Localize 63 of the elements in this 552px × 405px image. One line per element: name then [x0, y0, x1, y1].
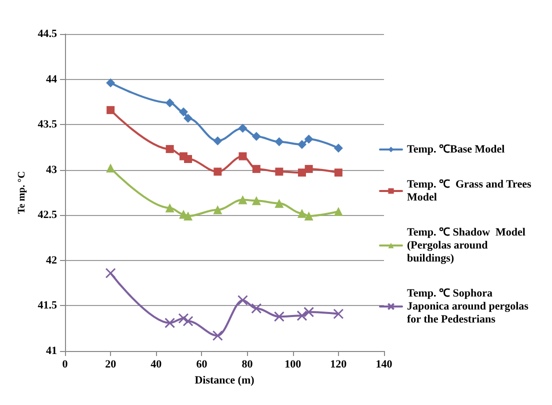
point [251, 303, 262, 314]
point [166, 145, 174, 154]
point [304, 134, 314, 144]
point [333, 308, 344, 320]
point [184, 114, 193, 123]
legend-label: Temp. ℃Base Model [407, 144, 505, 156]
y-axis-title: Te mp. °C [16, 171, 28, 214]
point [252, 164, 260, 173]
y-tick-label: 44 [46, 73, 58, 86]
point [297, 140, 306, 149]
point [296, 310, 308, 321]
point [105, 268, 116, 278]
point [182, 316, 194, 326]
y-tick-label: 44.5 [38, 28, 58, 40]
point [184, 212, 193, 221]
point [237, 295, 248, 306]
point [184, 154, 192, 163]
point [252, 132, 261, 141]
y-tick-label: 42.5 [38, 209, 58, 222]
legend-label: Temp. ℃ Grass and Trees Model [407, 178, 534, 204]
point [252, 196, 261, 206]
y-tick-label: 41.5 [38, 300, 58, 312]
point [238, 152, 247, 160]
point [334, 144, 343, 153]
point [238, 195, 248, 204]
point [304, 212, 314, 221]
x-tick-label: 120 [330, 358, 348, 370]
point [274, 198, 284, 208]
x-tick-label: 60 [196, 358, 208, 370]
x-tick-label: 100 [284, 358, 302, 370]
point [334, 207, 343, 216]
point [297, 208, 306, 218]
point [213, 205, 222, 214]
x-tick-label: 0 [62, 358, 68, 370]
x-tick-label: 80 [242, 358, 254, 370]
point [164, 318, 176, 328]
x-tick-label: 140 [376, 358, 393, 370]
point [106, 106, 115, 114]
point [238, 124, 248, 133]
point [274, 311, 284, 322]
point [178, 107, 188, 116]
legend-label: Temp. ℃ Shadow Model (Pergolas around buildings) [407, 226, 528, 264]
point [214, 168, 222, 176]
legend-label: Temp. ℃ Sophora Japonica around pergolas for the Pedestrians [407, 288, 532, 326]
y-tick-label: 43 [46, 164, 58, 176]
point [298, 168, 306, 177]
point [274, 137, 284, 146]
x-tick-label: 20 [105, 358, 117, 370]
point [334, 168, 342, 177]
point [304, 164, 313, 173]
point [106, 78, 116, 88]
y-tick-label: 43.5 [38, 118, 58, 131]
y-tick-label: 42 [46, 254, 58, 266]
x-axis-title: Distance (m) [194, 374, 255, 386]
point [165, 98, 174, 108]
y-tick-label: 41 [46, 345, 57, 357]
point [212, 330, 223, 341]
point [165, 203, 174, 212]
point [178, 313, 189, 324]
point [213, 136, 222, 146]
point [275, 168, 284, 176]
point [304, 306, 314, 318]
x-tick-label: 40 [150, 358, 162, 370]
